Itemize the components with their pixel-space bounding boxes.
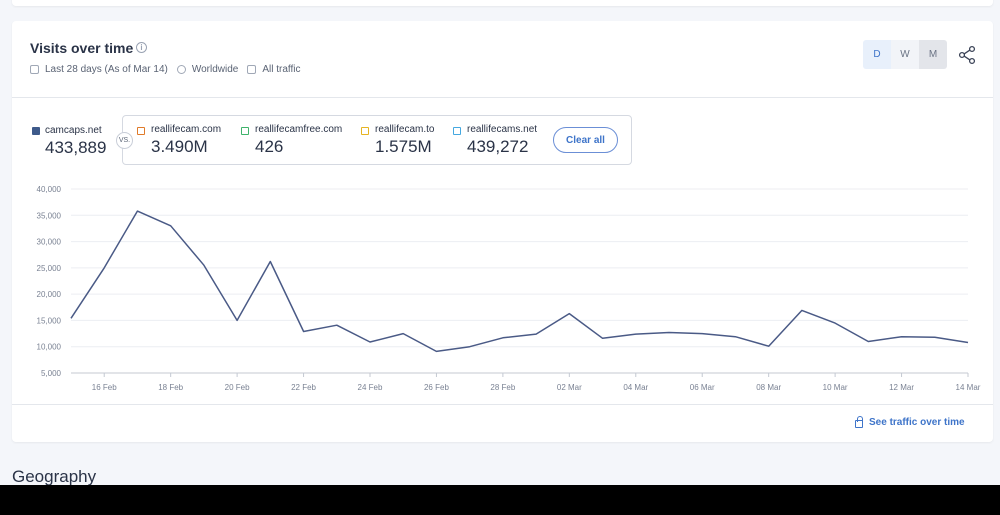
- x-tick-label: 14 Mar: [956, 383, 981, 392]
- x-tick-label: 12 Mar: [889, 383, 914, 392]
- traffic-icon: [247, 65, 257, 74]
- x-tick-label: 08 Mar: [756, 383, 781, 392]
- y-tick-label: 40,000: [37, 185, 62, 194]
- footer-divider: [12, 404, 993, 405]
- card-title: Visits over time: [30, 40, 134, 56]
- x-tick-label: 10 Mar: [823, 383, 848, 392]
- x-tick-label: 04 Mar: [623, 383, 648, 392]
- competitor-name: reallifecam.com: [151, 124, 222, 135]
- x-tick-label: 06 Mar: [690, 383, 715, 392]
- card-meta: Last 28 days (As of Mar 14) Worldwide Al…: [30, 64, 310, 75]
- competitor-name: reallifecams.net: [467, 124, 538, 135]
- x-tick-label: 22 Feb: [291, 383, 316, 392]
- clear-all-button[interactable]: Clear all: [553, 127, 618, 153]
- main-site-checkbox[interactable]: [32, 127, 40, 135]
- previous-card: [12, 0, 993, 6]
- x-tick-label: 02 Mar: [557, 383, 582, 392]
- lock-icon: [855, 415, 863, 428]
- series-line-camcaps: [70, 210, 969, 353]
- competitor-checkbox[interactable]: [453, 127, 461, 135]
- competitor-value: 3.490M: [151, 137, 208, 156]
- granularity-toggle: D W M: [863, 40, 947, 69]
- y-tick-label: 25,000: [37, 264, 62, 273]
- x-tick-label: 26 Feb: [424, 383, 449, 392]
- main-site-value: 433,889: [45, 138, 107, 157]
- geography-section-title: Geography: [12, 467, 97, 485]
- competitor-name: reallifecam.to: [375, 124, 435, 135]
- x-tick-label: 20 Feb: [225, 383, 250, 392]
- date-range: Last 28 days (As of Mar 14): [45, 64, 168, 75]
- y-tick-label: 10,000: [37, 343, 62, 352]
- competitor-checkbox[interactable]: [241, 127, 249, 135]
- y-tick-label: 15,000: [37, 316, 62, 325]
- competitor-name: reallifecamfree.com: [255, 124, 343, 135]
- x-tick-label: 28 Feb: [490, 383, 515, 392]
- visits-over-time-card: Visits over time i Last 28 days (As of M…: [12, 21, 993, 442]
- vs-badge: VS.: [116, 132, 133, 149]
- calendar-icon: [30, 65, 39, 74]
- granularity-month[interactable]: M: [919, 40, 947, 69]
- main-site-name: camcaps.net: [45, 125, 102, 136]
- traffic-type: All traffic: [262, 64, 301, 75]
- y-tick-label: 20,000: [37, 290, 62, 299]
- share-icon[interactable]: [957, 45, 977, 65]
- x-tick-label: 16 Feb: [92, 383, 117, 392]
- header-divider: [12, 97, 993, 98]
- granularity-week[interactable]: W: [891, 40, 919, 69]
- y-tick-label: 5,000: [41, 369, 62, 378]
- see-traffic-link[interactable]: See traffic over time: [855, 415, 965, 428]
- see-traffic-label: See traffic over time: [869, 417, 965, 428]
- info-icon[interactable]: i: [136, 42, 147, 53]
- competitor-checkbox[interactable]: [137, 127, 145, 135]
- y-tick-label: 35,000: [37, 211, 62, 220]
- globe-icon: [176, 65, 186, 74]
- competitor-value: 1.575M: [375, 137, 432, 156]
- y-tick-label: 30,000: [37, 238, 62, 247]
- granularity-day[interactable]: D: [863, 40, 891, 69]
- x-tick-label: 18 Feb: [158, 383, 183, 392]
- competitor-value: 426: [255, 137, 284, 156]
- x-tick-label: 24 Feb: [358, 383, 383, 392]
- competitor-value: 439,272: [467, 137, 529, 156]
- competitor-checkbox[interactable]: [361, 127, 369, 135]
- region: Worldwide: [191, 64, 239, 75]
- page: Visits over time i Last 28 days (As of M…: [0, 0, 1000, 485]
- competitors-box: reallifecam.com 3.490M reallifecamfree.c…: [122, 115, 632, 165]
- visits-line-chart: 40,000 35,000 30,000 25,000 20,000 15,000 10,0…: [37, 185, 981, 392]
